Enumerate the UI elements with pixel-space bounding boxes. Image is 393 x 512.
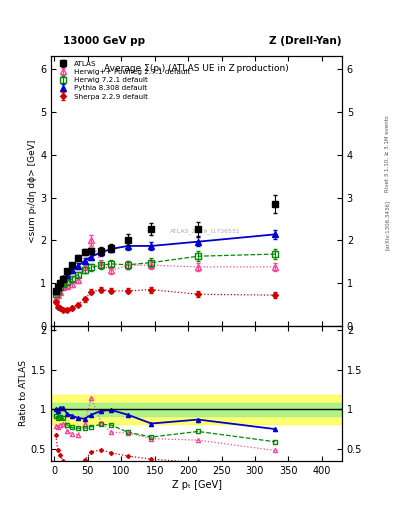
X-axis label: Z pₜ [GeV]: Z pₜ [GeV]	[171, 480, 222, 490]
Y-axis label: Ratio to ATLAS: Ratio to ATLAS	[19, 360, 28, 426]
Text: Average Σ(pₜ) (ATLAS UE in Z production): Average Σ(pₜ) (ATLAS UE in Z production)	[104, 65, 289, 73]
Text: ATLAS_2019_I1736531: ATLAS_2019_I1736531	[170, 229, 241, 234]
Bar	[51, 395, 342, 423]
Y-axis label: <sum pₜ/dη dϕ> [GeV]: <sum pₜ/dη dϕ> [GeV]	[28, 139, 37, 243]
Text: Rivet 3.1.10, ≥ 3.1M events: Rivet 3.1.10, ≥ 3.1M events	[385, 115, 390, 192]
Text: Z (Drell-Yan): Z (Drell-Yan)	[270, 36, 342, 46]
Text: 13000 GeV pp: 13000 GeV pp	[63, 36, 145, 46]
Bar	[51, 403, 342, 416]
Text: [arXiv:1306.3436]: [arXiv:1306.3436]	[385, 200, 390, 250]
Legend: ATLAS, Herwig++ Powheg 2.7.1 default, Herwig 7.2.1 default, Pythia 8.308 default: ATLAS, Herwig++ Powheg 2.7.1 default, He…	[53, 58, 193, 102]
